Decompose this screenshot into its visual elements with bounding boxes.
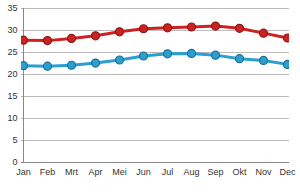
svg-text:35: 35 <box>7 3 17 13</box>
svg-text:30: 30 <box>7 25 17 35</box>
svg-text:0: 0 <box>12 157 17 167</box>
svg-text:Mrt: Mrt <box>65 167 78 177</box>
svg-text:Jul: Jul <box>162 167 174 177</box>
svg-text:Okt: Okt <box>232 167 247 177</box>
svg-text:15: 15 <box>7 91 17 101</box>
svg-text:20: 20 <box>7 69 17 79</box>
svg-text:Mei: Mei <box>112 167 127 177</box>
svg-text:Nov: Nov <box>255 167 272 177</box>
svg-text:Jun: Jun <box>136 167 151 177</box>
svg-text:5: 5 <box>12 135 17 145</box>
svg-text:Aug: Aug <box>183 167 199 177</box>
svg-text:25: 25 <box>7 47 17 57</box>
svg-text:Dec: Dec <box>279 167 296 177</box>
svg-text:10: 10 <box>7 113 17 123</box>
svg-text:Feb: Feb <box>40 167 56 177</box>
svg-text:Jan: Jan <box>16 167 31 177</box>
svg-text:Sep: Sep <box>207 167 223 177</box>
svg-text:Apr: Apr <box>88 167 102 177</box>
